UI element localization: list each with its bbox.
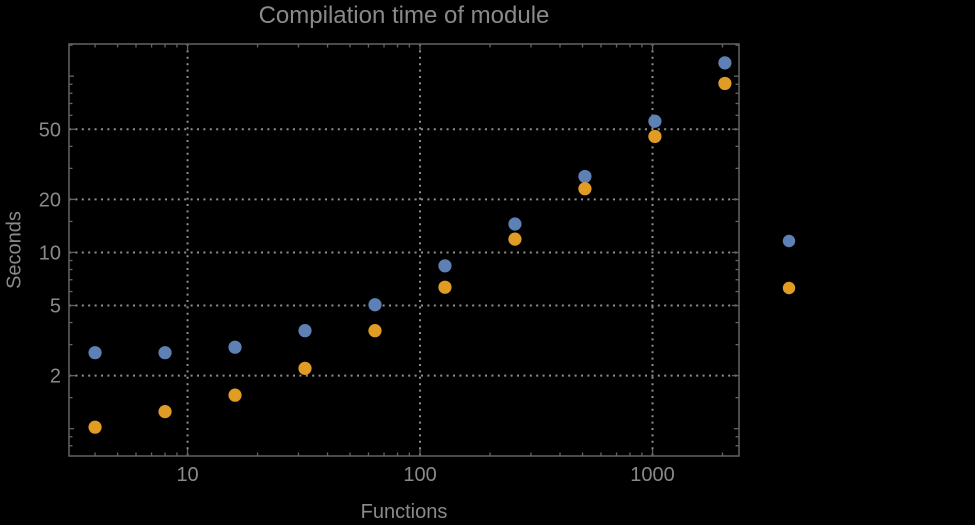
legend-marker-blue-series [782,234,796,248]
chart-title: Compilation time of module [258,2,550,29]
y-tick-label: 20 [39,189,61,211]
data-point-blue-series [298,324,312,338]
data-point-orange-series [718,76,732,91]
y-tick-label: 5 [50,296,61,318]
x-tick-label: 1000 [630,464,675,486]
data-point-orange-series [438,280,452,294]
data-point-blue-series [508,217,522,231]
plot-frame [68,43,740,457]
data-point-blue-series [648,114,662,128]
x-tick-label: 10 [176,464,198,486]
legend-marker-orange-series [782,281,796,295]
data-point-orange-series [158,405,172,419]
x-axis-label: Functions [360,501,448,523]
data-point-blue-series [158,346,172,360]
data-point-orange-series [508,232,522,246]
y-tick-label: 10 [39,242,61,264]
x-tick-label: 100 [403,464,436,486]
data-point-orange-series [368,324,382,338]
data-point-blue-series [718,56,732,70]
data-point-orange-series [578,182,592,196]
data-point-orange-series [88,420,102,434]
data-point-blue-series [438,259,452,273]
data-point-blue-series [578,169,592,184]
y-tick-label: 2 [50,366,61,388]
y-tick-label: 50 [39,119,61,141]
data-point-orange-series [648,129,662,144]
data-point-blue-series [228,340,242,354]
data-point-orange-series [228,388,242,402]
data-point-blue-series [368,298,382,312]
data-point-orange-series [298,361,312,375]
data-point-blue-series [88,346,102,360]
